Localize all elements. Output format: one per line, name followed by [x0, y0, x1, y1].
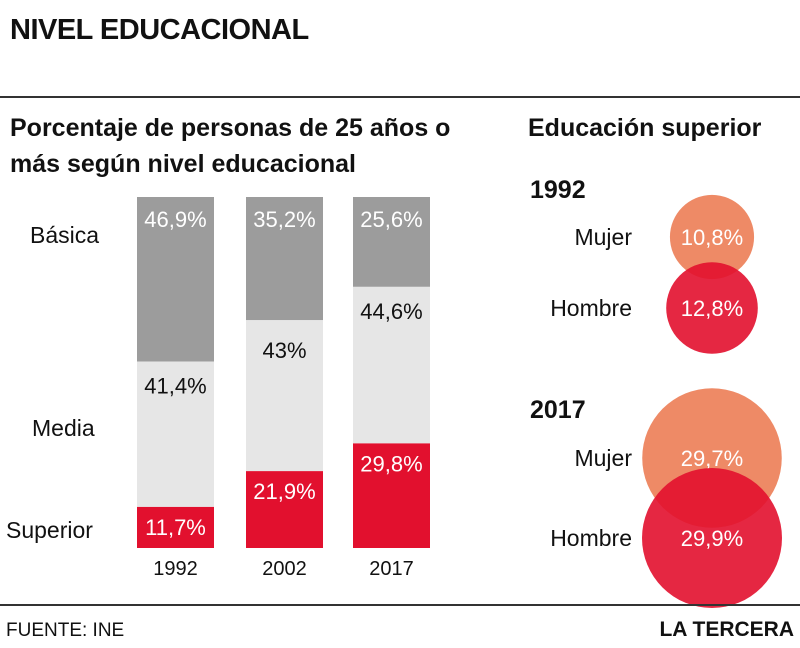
bar-value-label-basica: 25,6%	[360, 207, 422, 232]
bar-segment-superior	[353, 443, 430, 548]
bar-value-label-superior: 11,7%	[145, 515, 206, 540]
page-title: NIVEL EDUCACIONAL	[10, 14, 309, 46]
bubble-hombre-1992	[666, 262, 758, 354]
bubble-value-label: 29,7%	[681, 446, 743, 471]
bar-value-label-basica: 46,9%	[144, 207, 206, 232]
bubble-chart-title: Educación superior	[528, 114, 762, 142]
row-label-basica: Básica	[30, 222, 99, 248]
source-note: FUENTE: INE	[6, 620, 125, 641]
bar-segment-media	[353, 286, 430, 444]
bar-value-label-media: 41,4%	[144, 374, 206, 399]
bar-value-label-superior: 29,8%	[360, 451, 422, 476]
bar-segment-basica	[137, 197, 214, 362]
row-label-superior: Superior	[6, 517, 93, 543]
x-axis-tick-label: 2002	[262, 558, 307, 580]
bar-segment-superior	[137, 506, 214, 548]
bottom-divider	[0, 604, 800, 606]
bar-segment-media	[137, 361, 214, 507]
bar-segment-media	[246, 320, 323, 472]
x-axis-tick-label: 1992	[153, 558, 198, 580]
x-axis-tick-label: 2017	[369, 558, 414, 580]
bubble-row-label-hombre: Hombre	[550, 295, 632, 321]
bubble-value-label: 29,9%	[681, 526, 743, 551]
brand-logo: LA TERCERA	[659, 618, 794, 641]
bubble-group-year-2017: 2017	[530, 396, 586, 424]
bubble-mujer-1992	[669, 194, 755, 280]
bar-segment-basica	[353, 197, 430, 287]
bar-value-label-media: 43%	[262, 338, 306, 363]
bubble-hombre-2017	[642, 468, 782, 608]
bubble-group-year-1992: 1992	[530, 176, 586, 204]
bubble-row-label-hombre: Hombre	[550, 525, 632, 551]
bar-value-label-superior: 21,9%	[253, 479, 315, 504]
bubble-row-label-mujer: Mujer	[574, 445, 632, 471]
bar-segment-superior	[246, 471, 323, 548]
bar-segment-basica	[246, 197, 323, 321]
bar-value-label-basica: 35,2%	[253, 207, 315, 232]
row-label-media: Media	[32, 415, 95, 441]
bubble-value-label: 12,8%	[681, 296, 743, 321]
bubble-row-label-mujer: Mujer	[574, 224, 632, 250]
bubble-value-label: 10,8%	[681, 225, 743, 250]
bar-value-label-media: 44,6%	[360, 299, 422, 324]
bar-chart-title: Porcentaje de personas de 25 años o más …	[10, 114, 451, 178]
top-divider	[0, 96, 800, 98]
